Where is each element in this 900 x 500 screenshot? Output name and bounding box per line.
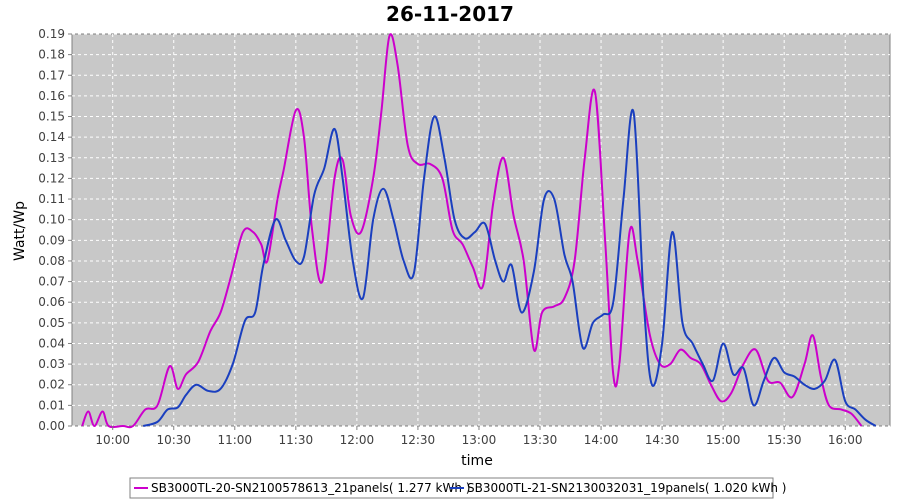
x-tick-label: 10:00: [95, 433, 130, 447]
plot-area: [71, 33, 891, 427]
y-tick-label: 0.08: [38, 254, 65, 268]
x-axis-label: time: [461, 453, 493, 469]
y-tick-label: 0.16: [38, 89, 65, 103]
y-tick-label: 0.13: [38, 151, 65, 165]
y-tick-label: 0.06: [38, 295, 65, 309]
y-tick-label: 0.10: [38, 213, 65, 227]
y-tick-label: 0.18: [38, 48, 65, 62]
legend-label-2: SB3000TL-21-SN2130032031_19panels( 1.020…: [467, 481, 786, 495]
x-tick-label: 11:30: [279, 433, 314, 447]
x-tick-label: 14:00: [584, 433, 619, 447]
y-tick-label: 0.17: [38, 68, 65, 82]
series-line-2: [142, 108, 877, 427]
y-tick-label: 0.03: [38, 357, 65, 371]
x-tick-label: 16:00: [828, 433, 863, 447]
x-tick-label: 12:30: [401, 433, 436, 447]
x-tick-label: 15:00: [706, 433, 741, 447]
y-tick-label: 0.15: [38, 110, 65, 124]
legend: SB3000TL-20-SN2100578613_21panels( 1.277…: [129, 477, 786, 499]
x-tick-label: 13:30: [523, 433, 558, 447]
y-tick-label: 0.04: [38, 336, 65, 350]
x-tick-label: 10:30: [156, 433, 191, 447]
y-tick-label: 0.12: [38, 171, 65, 185]
chart-title: 26-11-2017: [386, 2, 514, 26]
series-line-1: [81, 33, 863, 429]
x-tick-label: 14:30: [645, 433, 680, 447]
y-tick-label: 0.05: [38, 316, 65, 330]
y-tick-label: 0.14: [38, 130, 65, 144]
legend-label-1: SB3000TL-20-SN2100578613_21panels( 1.277…: [151, 481, 470, 495]
y-tick-label: 0.19: [38, 27, 65, 41]
y-tick-label: 0.11: [38, 192, 65, 206]
y-tick-label: 0.00: [38, 419, 65, 433]
y-axis-label: Watt/Wp: [12, 201, 28, 261]
y-tick-label: 0.02: [38, 378, 65, 392]
y-tick-label: 0.09: [38, 233, 65, 247]
x-tick-label: 15:30: [767, 433, 802, 447]
x-tick-label: 12:00: [340, 433, 375, 447]
y-tick-label: 0.07: [38, 275, 65, 289]
y-tick-label: 0.01: [38, 398, 65, 412]
x-tick-label: 13:00: [462, 433, 497, 447]
x-tick-label: 11:00: [217, 433, 252, 447]
